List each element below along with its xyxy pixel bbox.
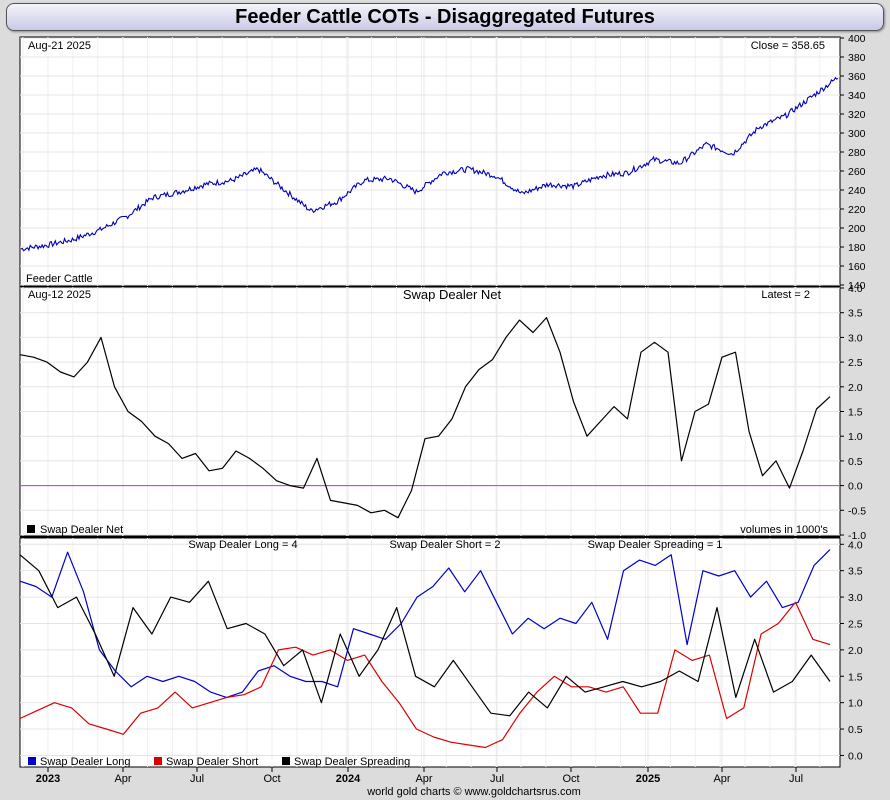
x-tick-label: Oct: [263, 773, 280, 785]
short-value-label: Swap Dealer Short = 2: [390, 539, 501, 551]
x-tick-label: Jul: [789, 773, 803, 785]
legend-spreading-label: Swap Dealer Spreading: [294, 756, 410, 768]
net-date-label: Aug-12 2025: [28, 289, 91, 301]
y-tick-label: 1.5: [848, 671, 863, 683]
y-tick-label: 2.0: [848, 382, 863, 394]
y-tick-label: 0.0: [848, 750, 863, 762]
series-swap-dealer-spreading: [19, 554, 831, 717]
x-tick-label: Apr: [415, 773, 432, 785]
x-axis: 2023 Apr Jul Oct 2024 Apr Jul Oct 2025 Apr Jul: [36, 767, 803, 785]
y-tick-label: 4.0: [848, 539, 863, 551]
net-series: [19, 317, 831, 519]
y-tick-label: -1.0: [848, 530, 866, 542]
y-tick-label: 320: [848, 109, 866, 121]
y-tick-label: 3.0: [848, 332, 863, 344]
x-tick-label: 2024: [336, 773, 361, 785]
tick-layer: 140 160 180 200 220 240 260 280 300 320 340 360 380 4…: [840, 33, 866, 762]
price-series: [20, 76, 839, 252]
chart-title: Feeder Cattle COTs - Disaggregated Futur…: [235, 6, 655, 28]
spreading-value-label: Swap Dealer Spreading = 1: [588, 539, 723, 551]
legend-spreading-swatch: [282, 757, 290, 765]
y-tick-label: 1.0: [848, 698, 863, 710]
y-tick-label: 2.0: [848, 645, 863, 657]
series-swap-dealer-short: [19, 601, 831, 749]
y-tick-label: 2.5: [848, 618, 863, 630]
net-latest-label: Latest = 2: [761, 289, 810, 301]
y-tick-label: 340: [848, 90, 866, 102]
net-title: Swap Dealer Net: [403, 287, 502, 302]
net-legend-swatch: [27, 525, 35, 533]
x-tick-label: 2023: [36, 773, 60, 785]
y-tick-label: 1.5: [848, 407, 863, 419]
x-tick-label: Apr: [114, 773, 131, 785]
y-tick-label: 240: [848, 185, 866, 197]
x-tick-label: Jul: [190, 773, 204, 785]
y-tick-label: 3.0: [848, 592, 863, 604]
price-date-label: Aug-21 2025: [28, 40, 91, 52]
y-tick-label: 360: [848, 71, 866, 83]
long-value-label: Swap Dealer Long = 4: [188, 539, 297, 551]
y-tick-label: 3.5: [848, 566, 863, 578]
y-tick-label: 0.0: [848, 481, 863, 493]
y-tick-label: 0.5: [848, 456, 863, 468]
y-tick-label: 200: [848, 223, 866, 235]
y-tick-label: 2.5: [848, 357, 863, 369]
x-tick-label: 2025: [636, 773, 660, 785]
y-tick-label: 280: [848, 147, 866, 159]
y-tick-label: 3.5: [848, 308, 863, 320]
y-tick-label: 400: [848, 33, 866, 45]
x-tick-label: Oct: [562, 773, 579, 785]
y-tick-label: 140: [848, 280, 866, 292]
legend-short-label: Swap Dealer Short: [166, 756, 258, 768]
y-tick-label: 1.0: [848, 431, 863, 443]
price-close-label: Close = 358.65: [751, 40, 825, 52]
legend-short-swatch: [154, 757, 162, 765]
series-swap-dealer-long: [19, 549, 831, 699]
legend-long-swatch: [28, 757, 36, 765]
net-legend-label: Swap Dealer Net: [40, 524, 123, 536]
panel-price-bg: [19, 36, 841, 287]
y-tick-label: 300: [848, 128, 866, 140]
y-tick-label: 160: [848, 261, 866, 273]
y-tick-label: 4.0: [848, 283, 863, 295]
x-tick-label: Jul: [490, 773, 504, 785]
series-layer: [19, 76, 840, 749]
y-tick-label: -0.5: [848, 505, 866, 517]
footer-credit: world gold charts © www.goldchartsrus.co…: [366, 786, 581, 798]
y-tick-label: 180: [848, 242, 866, 254]
grid-layer: [20, 37, 840, 767]
chart-title-bar: Feeder Cattle COTs - Disaggregated Futur…: [6, 3, 884, 31]
price-name-label: Feeder Cattle: [26, 273, 93, 285]
y-tick-label: 0.5: [848, 724, 863, 736]
y-tick-label: 220: [848, 204, 866, 216]
panel-components-bg: [19, 537, 841, 768]
y-tick-label: 380: [848, 52, 866, 64]
x-tick-label: Apr: [713, 773, 730, 785]
legend-long-label: Swap Dealer Long: [40, 756, 131, 768]
net-units-label: volumes in 1000's: [740, 524, 828, 536]
y-tick-label: 260: [848, 166, 866, 178]
